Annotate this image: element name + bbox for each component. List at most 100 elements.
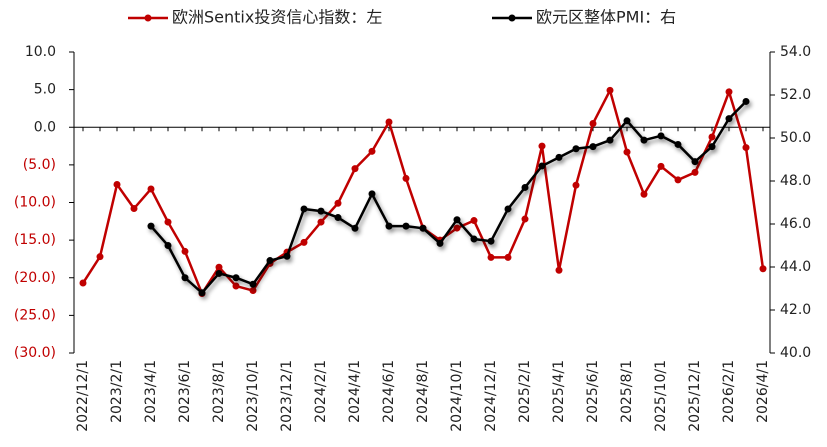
point bbox=[198, 289, 206, 297]
y-tick-label: (15.0) bbox=[14, 232, 56, 248]
y-tick-label: (20.0) bbox=[14, 270, 56, 286]
point bbox=[521, 183, 529, 191]
point bbox=[606, 86, 614, 94]
point bbox=[368, 190, 376, 198]
legend-label: 欧洲Sentix投资信心指数：左 bbox=[172, 8, 382, 27]
point bbox=[521, 215, 529, 223]
y2-tick-label: 40.0 bbox=[780, 345, 811, 361]
series-line bbox=[150, 100, 747, 295]
x-tick-label: 2025/12/1 bbox=[687, 360, 703, 432]
point bbox=[708, 143, 716, 151]
x-tick-label: 2024/8/1 bbox=[415, 360, 431, 423]
x-tick-label: 2023/8/1 bbox=[211, 360, 227, 423]
point bbox=[334, 199, 342, 207]
point bbox=[708, 133, 716, 141]
point bbox=[215, 269, 223, 277]
x-tick-label: 2023/4/1 bbox=[143, 360, 159, 423]
y2-tick-label: 54.0 bbox=[780, 44, 811, 60]
point bbox=[181, 247, 189, 255]
point bbox=[555, 266, 563, 274]
x-tick-label: 2022/12/1 bbox=[75, 360, 91, 432]
point bbox=[538, 162, 546, 170]
y2-tick-label: 42.0 bbox=[780, 302, 811, 318]
point bbox=[351, 165, 359, 173]
x-tick-label: 2024/6/1 bbox=[381, 360, 397, 423]
point bbox=[147, 185, 155, 193]
point bbox=[470, 217, 478, 225]
point bbox=[249, 287, 257, 295]
y2-tick-label: 50.0 bbox=[780, 130, 811, 146]
point bbox=[249, 280, 257, 288]
point bbox=[504, 253, 512, 261]
point bbox=[453, 216, 461, 224]
point bbox=[640, 136, 648, 144]
legend-marker bbox=[508, 14, 516, 22]
x-tick-label: 2025/8/1 bbox=[619, 360, 635, 423]
point bbox=[317, 207, 325, 215]
point bbox=[589, 119, 597, 127]
point bbox=[538, 142, 546, 150]
point bbox=[623, 148, 631, 156]
point bbox=[725, 115, 733, 123]
point bbox=[181, 274, 189, 282]
point bbox=[351, 224, 359, 232]
series bbox=[147, 97, 750, 297]
point bbox=[725, 88, 733, 96]
point bbox=[300, 238, 308, 246]
y-tick-label: (10.0) bbox=[14, 195, 56, 211]
point bbox=[487, 237, 495, 245]
x-tick-label: 2023/6/1 bbox=[177, 360, 193, 423]
y2-tick-label: 52.0 bbox=[780, 87, 811, 103]
point bbox=[453, 224, 461, 232]
point bbox=[606, 136, 614, 144]
x-tick-label: 2025/10/1 bbox=[653, 360, 669, 432]
point bbox=[691, 168, 699, 176]
point bbox=[759, 265, 767, 273]
point bbox=[334, 214, 342, 222]
point bbox=[368, 147, 376, 155]
x-tick-label: 2024/4/1 bbox=[347, 360, 363, 423]
point bbox=[504, 205, 512, 213]
point bbox=[742, 144, 750, 152]
y2-tick-label: 48.0 bbox=[780, 173, 811, 189]
point bbox=[147, 222, 155, 230]
point bbox=[283, 252, 291, 260]
point bbox=[640, 190, 648, 198]
point bbox=[164, 242, 172, 249]
point bbox=[385, 222, 393, 230]
x-tick-label: 2025/2/1 bbox=[517, 360, 533, 423]
y-tick-label: (25.0) bbox=[14, 307, 56, 323]
x-tick-label: 2025/4/1 bbox=[551, 360, 567, 423]
point bbox=[164, 218, 172, 226]
point bbox=[300, 205, 308, 213]
point bbox=[113, 180, 121, 188]
point bbox=[572, 181, 580, 189]
x-tick-label: 2024/2/1 bbox=[313, 360, 329, 423]
legend-marker bbox=[144, 14, 152, 22]
y2-tick-label: 46.0 bbox=[780, 216, 811, 232]
point bbox=[572, 145, 580, 153]
x-tick-label: 2024/10/1 bbox=[449, 360, 465, 432]
point bbox=[691, 158, 699, 166]
y-tick-label: (30.0) bbox=[14, 345, 56, 361]
y-tick-label: 0.0 bbox=[34, 119, 56, 135]
point bbox=[657, 132, 665, 140]
point bbox=[623, 117, 631, 125]
point bbox=[266, 257, 274, 265]
y-tick-label: 5.0 bbox=[34, 82, 56, 98]
point bbox=[232, 282, 240, 290]
point bbox=[555, 153, 563, 161]
point bbox=[487, 253, 495, 261]
y-tick-label: (5.0) bbox=[23, 157, 56, 173]
point bbox=[130, 205, 138, 213]
point bbox=[470, 235, 478, 243]
point bbox=[657, 162, 665, 170]
legend-label: 欧元区整体PMI：右 bbox=[536, 8, 676, 27]
y-tick-label: 10.0 bbox=[25, 44, 56, 60]
x-tick-label: 2023/2/1 bbox=[109, 360, 125, 423]
x-tick-label: 2026/2/1 bbox=[721, 360, 737, 423]
point bbox=[402, 222, 410, 230]
x-tick-label: 2024/12/1 bbox=[483, 360, 499, 432]
point bbox=[674, 176, 682, 184]
